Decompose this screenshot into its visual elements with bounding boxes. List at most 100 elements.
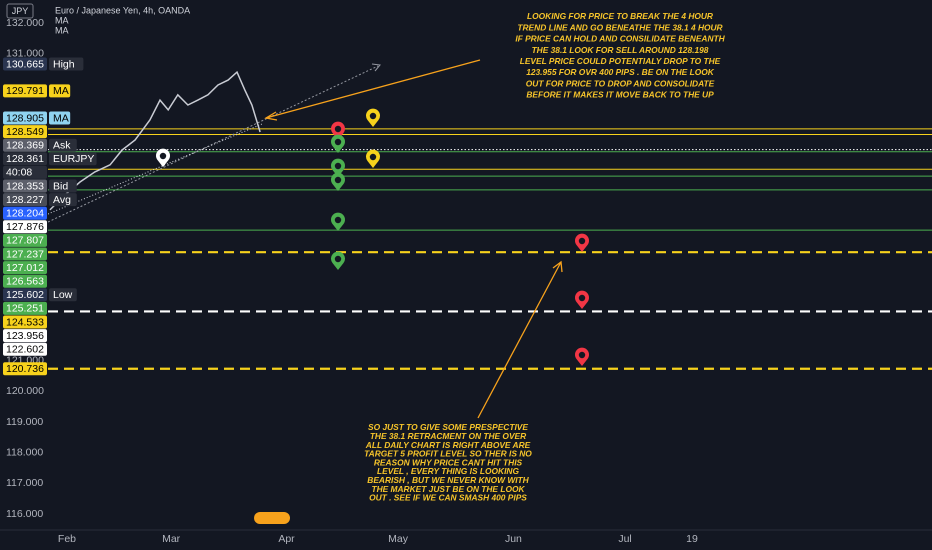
price-badge xyxy=(3,125,47,139)
price-badge xyxy=(3,84,47,98)
price-badge-label: 129.791 xyxy=(6,85,44,97)
price-badge-label: 127.012 xyxy=(6,262,44,274)
price-badge-label: 125.251 xyxy=(6,303,44,315)
annotation-line: TREND LINE AND GO BENEATHE THE 38.1 4 HO… xyxy=(517,22,722,32)
annotation-line: OUT FOR PRICE TO DROP AND CONSOLIDATE xyxy=(526,78,715,88)
pin-center xyxy=(334,216,342,224)
y-tick-label: 132.000 xyxy=(6,17,44,29)
annotation-line: LOOKING FOR PRICE TO BREAK THE 4 HOUR xyxy=(527,11,713,21)
indicator: MA xyxy=(55,25,69,35)
arrow xyxy=(477,261,562,419)
price-badge-label: 127.807 xyxy=(6,235,44,247)
price-badge xyxy=(3,247,47,261)
price-tag xyxy=(49,84,71,98)
price-badge-label: 128.361 xyxy=(6,153,44,165)
y-tick-label: 119.000 xyxy=(6,416,43,428)
price-badge xyxy=(3,179,47,193)
pin-center xyxy=(334,255,342,263)
price-tag xyxy=(49,288,77,302)
x-tick-label: Apr xyxy=(278,533,295,545)
annotation-line: BEARISH , BUT WE NEVER KNOW WITH xyxy=(367,475,529,485)
price-badge-label: 130.665 xyxy=(6,58,44,70)
annotation-line: SO JUST TO GIVE SOME PRESPECTIVE xyxy=(368,422,528,432)
pin-center xyxy=(334,162,342,170)
x-tick-label: Jun xyxy=(505,533,522,545)
x-tick-label: Feb xyxy=(58,533,76,545)
price-badge-label: 127.237 xyxy=(6,248,44,260)
price-badge-label: 127.876 xyxy=(6,221,44,233)
price-tag xyxy=(49,193,77,207)
price-badge xyxy=(3,342,47,356)
y-tick-label: 131.000 xyxy=(6,47,44,59)
price-badge-label: 126.563 xyxy=(6,275,44,287)
price-badge xyxy=(3,362,47,376)
price-badge xyxy=(3,206,47,220)
arrow-head xyxy=(264,111,278,121)
pin-center xyxy=(334,176,342,184)
price-tag xyxy=(49,179,77,193)
annotation-line: THE MARKET JUST BE ON THE LOOK xyxy=(371,484,525,494)
price-badge-label: 128.227 xyxy=(6,194,44,206)
price-badge xyxy=(3,138,47,152)
price-badge-label: 123.956 xyxy=(6,330,44,342)
annotation-line: THE 38.1 RETRACMENT ON THE OVER xyxy=(370,431,526,441)
price-tag-label: Bid xyxy=(53,180,68,192)
price-tag xyxy=(49,57,84,71)
price-tag-label: Ask xyxy=(53,139,71,151)
annotation-line: REASON WHY PRICE CANT HIT THIS xyxy=(374,457,523,467)
annotation-line: 123.955 FOR OVR 400 PIPS . BE ON THE LOO… xyxy=(526,67,715,77)
price-badge-label: 124.533 xyxy=(6,316,44,328)
annotation-line: LEVEL PRICE COULD POTENTIALY DROP TO THE xyxy=(520,56,721,66)
y-tick-label: 117.000 xyxy=(6,477,43,489)
price-badge xyxy=(3,165,47,179)
x-tick-label: 19 xyxy=(686,533,698,545)
price-badge-label: 128.369 xyxy=(6,139,44,151)
pin-center xyxy=(578,237,586,245)
price-badge xyxy=(3,152,47,166)
annotation-line: THE 38.1 LOOK FOR SELL AROUND 128.198 xyxy=(532,45,709,55)
annotation-line: OUT . SEE IF WE CAN SMASH 400 PIPS xyxy=(369,493,527,503)
price-tag xyxy=(49,152,97,166)
price-badge xyxy=(3,288,47,302)
pin-center xyxy=(159,152,167,160)
price-badge xyxy=(3,329,47,343)
y-tick-label: 120.000 xyxy=(6,385,44,397)
x-tick-label: Jul xyxy=(618,533,631,545)
price-tag-label: MA xyxy=(53,85,69,97)
pin-center xyxy=(334,138,342,146)
price-badge-label: 128.204 xyxy=(6,207,44,219)
price-badge xyxy=(3,233,47,247)
pin-center xyxy=(334,125,342,133)
y-tick-label: 118.000 xyxy=(6,446,43,458)
price-tag-label: EURJPY xyxy=(53,153,94,165)
y-tick-label: 116.000 xyxy=(6,508,43,520)
price-tag xyxy=(49,111,71,125)
symbol-box xyxy=(6,3,34,19)
price-tag-label: Avg xyxy=(53,194,71,206)
price-tag-label: MA xyxy=(53,112,69,124)
arrow-head xyxy=(552,260,563,273)
x-tick-label: May xyxy=(388,533,409,545)
pin-center xyxy=(578,351,586,359)
pin-center xyxy=(369,112,377,120)
pin-center xyxy=(369,153,377,161)
price-tag-label: High xyxy=(53,58,75,70)
price-badge-label: 122.602 xyxy=(6,343,44,355)
price-tag xyxy=(49,138,77,152)
symbol: JPY xyxy=(12,6,29,16)
indicator: MA xyxy=(55,15,69,25)
price-badge-label: 128.353 xyxy=(6,180,44,192)
annotation-line: IF PRICE CAN HOLD AND CONSILIDATE BENEAN… xyxy=(515,34,725,44)
price-badge-label: 128.549 xyxy=(6,126,44,138)
logo-badge xyxy=(254,512,290,524)
price-badge xyxy=(3,301,47,315)
arrow-head xyxy=(371,63,381,72)
price-badge-label: 120.736 xyxy=(6,363,44,375)
pin-center xyxy=(578,294,586,302)
price-tag-label: Low xyxy=(53,289,73,301)
price-badge xyxy=(3,274,47,288)
price-badge xyxy=(3,111,47,125)
price-badge-label: 125.602 xyxy=(6,289,44,301)
